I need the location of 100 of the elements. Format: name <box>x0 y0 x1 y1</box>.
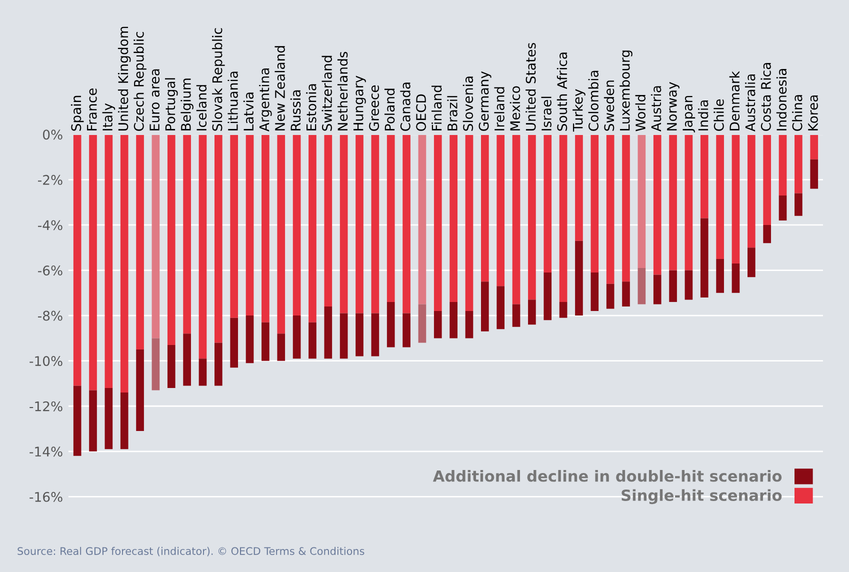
bar <box>748 134 756 248</box>
bar <box>183 134 191 334</box>
bar <box>277 134 286 334</box>
bar <box>418 304 426 343</box>
bar <box>544 272 552 320</box>
bar <box>590 134 599 273</box>
bar <box>89 134 97 390</box>
bar <box>104 134 113 388</box>
bar <box>622 282 630 306</box>
legend-label: Single-hit scenario <box>622 489 782 504</box>
bar <box>590 272 599 312</box>
x-tick-label: OECD <box>416 94 426 131</box>
bar <box>230 134 238 318</box>
bar <box>450 134 458 302</box>
bar <box>371 134 380 314</box>
bar <box>167 134 176 345</box>
x-tick-label: New Zealand <box>274 46 285 130</box>
x-tick-label: Greece <box>369 85 380 131</box>
x-tick-label: United Kingdom <box>118 26 131 130</box>
bar <box>480 282 489 332</box>
x-tick-label: Australia <box>745 74 756 132</box>
x-tick-label: Euro area <box>150 69 160 130</box>
bar <box>575 134 583 241</box>
x-tick-label: Japan <box>682 96 696 132</box>
bar <box>340 313 348 359</box>
bar <box>763 134 772 225</box>
x-tick-label: Hungary <box>354 76 366 130</box>
x-tick-label: Ireland <box>494 87 504 130</box>
bar <box>262 134 270 322</box>
bar <box>136 134 144 350</box>
x-tick-label: Slovenia <box>462 76 474 131</box>
x-tick-label: Spain <box>70 96 84 131</box>
bar <box>277 334 286 361</box>
bar <box>214 134 222 343</box>
bar <box>340 134 348 314</box>
x-tick-label: South Africa <box>556 52 568 131</box>
y-tick-label: -16% <box>30 492 62 502</box>
bar <box>214 342 222 386</box>
x-tick-label: Colombia <box>588 70 598 131</box>
legend-label: Additional decline in double-hit scenario <box>432 470 782 482</box>
x-tick-label: France <box>87 88 97 130</box>
x-tick-label: Mexico <box>510 86 520 130</box>
bar <box>292 134 301 316</box>
bar <box>152 338 160 390</box>
bar <box>308 322 316 359</box>
x-tick-label: Israel <box>541 96 552 130</box>
bar <box>700 218 708 298</box>
bar <box>778 134 787 196</box>
x-tick-label: Austria <box>650 86 662 132</box>
bar <box>700 134 708 218</box>
y-tick-label: -12% <box>30 401 62 412</box>
bar <box>465 311 474 338</box>
y-tick-label: -14% <box>30 446 62 457</box>
bar <box>559 302 568 318</box>
x-tick-label: United States <box>526 42 536 130</box>
x-tick-label: Argentina <box>259 68 272 132</box>
bar <box>402 313 410 348</box>
bar <box>292 316 301 359</box>
y-tick-label: -4% <box>38 220 62 230</box>
x-tick-label: Lithuania <box>228 72 238 130</box>
bar <box>512 134 520 304</box>
bar <box>794 193 802 216</box>
bar <box>638 134 646 268</box>
bar <box>198 358 207 386</box>
bar <box>763 224 772 244</box>
bar <box>89 390 97 452</box>
bar <box>716 134 724 259</box>
bar <box>778 196 787 220</box>
bar <box>496 286 505 330</box>
x-tick-label: China <box>792 95 802 131</box>
bar <box>559 134 568 302</box>
bar <box>450 302 458 338</box>
bar <box>684 134 693 270</box>
x-tick-label: Estonia <box>306 84 316 130</box>
source-note: Source: Real GDP forecast (indicator). © OECD Terms & Conditions <box>18 546 364 556</box>
bar <box>104 388 113 450</box>
bar <box>152 134 160 338</box>
bar <box>512 304 520 327</box>
bar <box>748 248 756 278</box>
bar <box>183 334 191 386</box>
x-tick-label: World <box>635 95 646 132</box>
bar <box>653 274 662 304</box>
x-tick-label: Korea <box>808 95 818 130</box>
bar <box>669 134 677 270</box>
bar <box>794 134 802 194</box>
bar <box>230 318 238 368</box>
bar <box>371 313 380 356</box>
bar <box>606 134 614 284</box>
x-tick-label: Portugal <box>165 78 178 130</box>
x-tick-label: Iceland <box>196 85 207 130</box>
x-tick-label: Sweden <box>604 80 614 131</box>
x-tick-label: Norway <box>667 82 680 130</box>
bar <box>480 134 489 282</box>
x-tick-label: Russia <box>290 90 301 130</box>
y-tick-label: -10% <box>30 356 62 366</box>
bar <box>402 134 410 314</box>
x-tick-label: Germany <box>478 71 492 131</box>
x-tick-label: Czech Republic <box>134 32 146 131</box>
bar <box>386 302 395 348</box>
bar <box>356 313 364 356</box>
